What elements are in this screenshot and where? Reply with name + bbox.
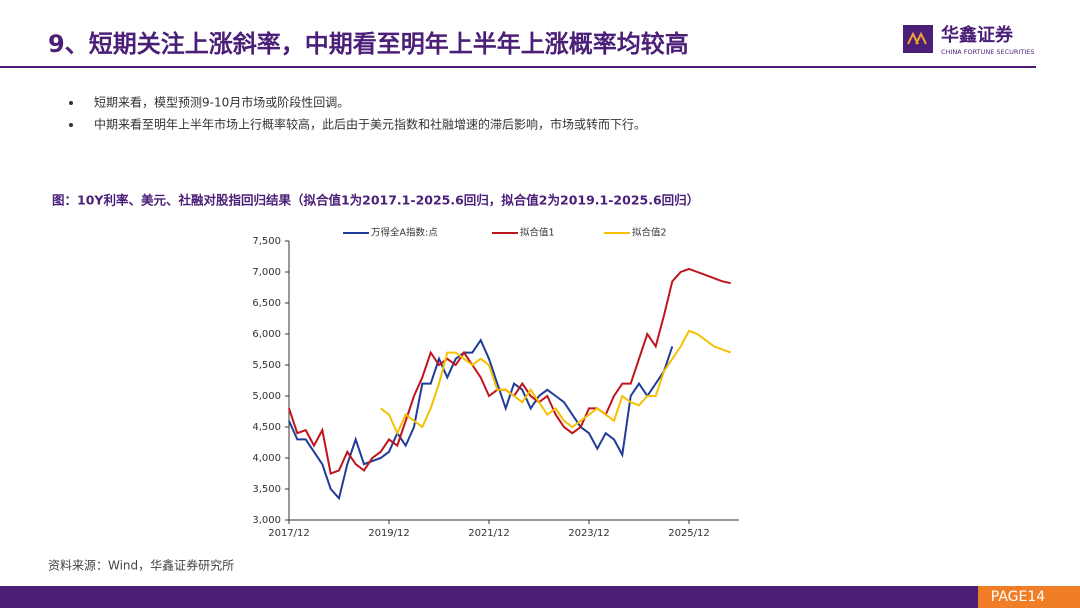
legend-label: 拟合值1	[520, 227, 555, 239]
source: 资料来源：Wind，华鑫证券研究所	[48, 558, 234, 573]
y-tick-label: 3,000	[252, 515, 281, 526]
logo-subtitle: CHINA FORTUNE SECURITIES	[941, 48, 1034, 56]
y-tick-label: 5,500	[252, 360, 281, 371]
series-line	[288, 338, 674, 501]
y-tick-label: 5,000	[252, 391, 281, 402]
x-tick-label: 2025/12	[668, 528, 710, 539]
bullet-dot	[69, 123, 73, 127]
legend-label: 拟合值2	[632, 227, 667, 239]
y-tick-label: 3,500	[252, 484, 281, 495]
series-line	[380, 329, 732, 436]
slide-title: 9、短期关注上涨斜率，中期看至明年上半年上涨概率均较高	[48, 30, 689, 58]
legend-label: 万得全A指数:点	[371, 227, 438, 239]
y-tick-label: 7,500	[252, 236, 281, 247]
y-tick-label: 6,500	[252, 298, 281, 309]
y-tick-label: 4,500	[252, 422, 281, 433]
bullet: 短期来看，模型预测9-10月市场或阶段性回调。	[94, 95, 349, 110]
bullet: 中期来看至明年上半年市场上行概率较高，此后由于美元指数和社融增速的滞后影响，市场…	[94, 117, 646, 132]
x-tick-label: 2017/12	[268, 528, 310, 539]
y-tick-label: 6,000	[252, 329, 281, 340]
y-tick-label: 4,000	[252, 453, 281, 464]
page-box	[978, 586, 1080, 608]
bullet-dot	[69, 101, 73, 105]
logo-glyph	[907, 31, 927, 45]
logo-name: 华鑫证券	[941, 24, 1014, 46]
chart-title: 图：10Y利率、美元、社融对股指回归结果（拟合值1为2017.1-2025.6回…	[52, 193, 699, 208]
y-tick-label: 7,000	[252, 267, 281, 278]
x-tick-label: 2023/12	[568, 528, 610, 539]
footer-bar	[0, 586, 1080, 608]
x-tick-label: 2019/12	[368, 528, 410, 539]
page-number: PAGE14	[991, 589, 1045, 605]
x-tick-label: 2021/12	[468, 528, 510, 539]
